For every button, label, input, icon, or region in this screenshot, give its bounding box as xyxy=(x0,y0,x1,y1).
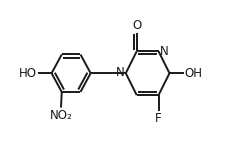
Text: HO: HO xyxy=(19,67,37,80)
Text: O: O xyxy=(132,19,141,32)
Text: OH: OH xyxy=(185,67,203,80)
Text: NO₂: NO₂ xyxy=(50,109,72,122)
Text: N: N xyxy=(160,45,169,58)
Text: F: F xyxy=(155,112,162,125)
Text: N: N xyxy=(115,66,124,79)
